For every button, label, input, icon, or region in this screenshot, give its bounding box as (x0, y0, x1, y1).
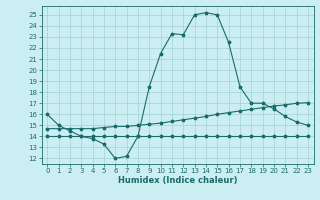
X-axis label: Humidex (Indice chaleur): Humidex (Indice chaleur) (118, 176, 237, 185)
